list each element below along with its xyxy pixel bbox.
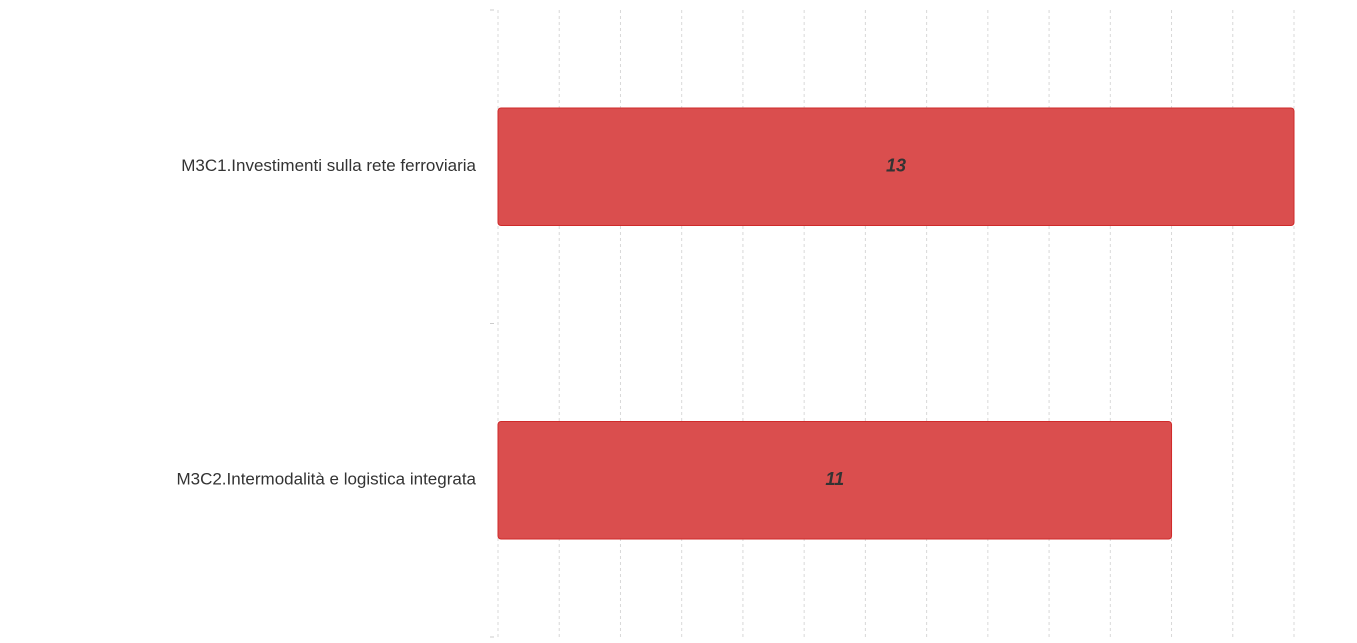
value-label: 11 [825, 469, 844, 489]
bar [497, 420, 1173, 540]
y-tick-label: M3C2.Intermodalità e logistica integrata [176, 470, 476, 489]
value-label: 13 [886, 156, 906, 176]
y-tick-label: M3C1.Investimenti sulla rete ferroviaria [181, 156, 476, 175]
bar [497, 107, 1295, 227]
